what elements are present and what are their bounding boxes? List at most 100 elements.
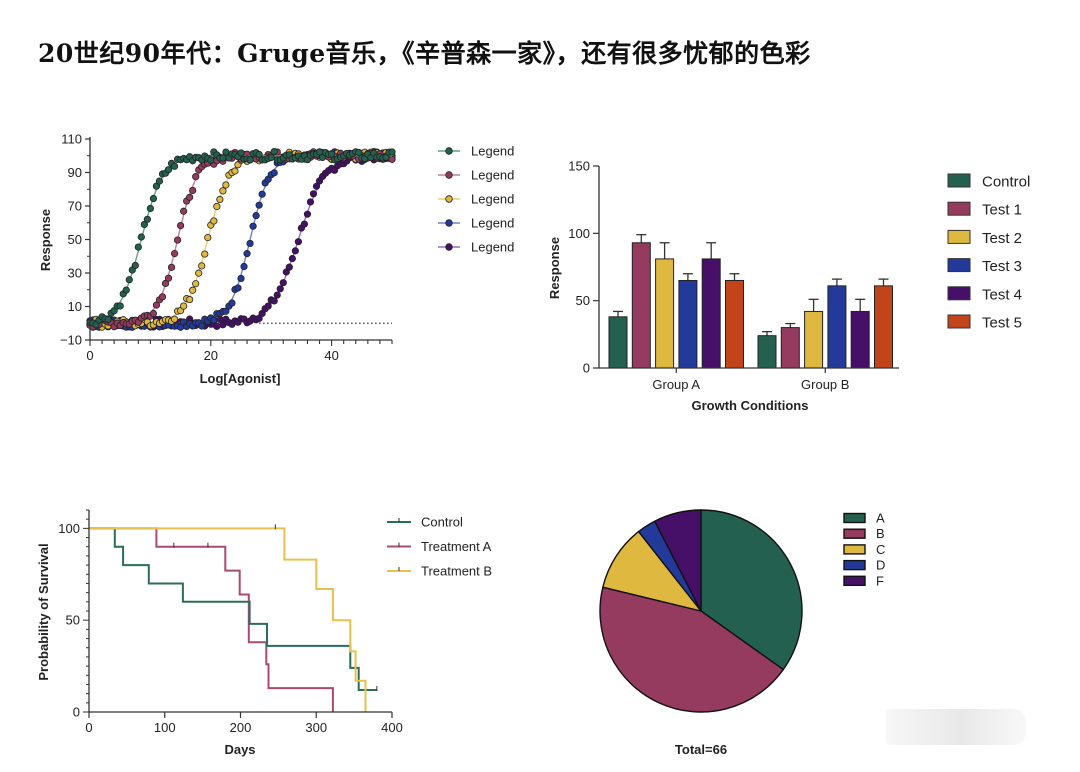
pie-legend-label: F xyxy=(876,573,884,588)
survival-axes: 100 50 00 100 200 300 400 xyxy=(58,509,403,735)
grouped-bar-x-axis-label: Growth Conditions xyxy=(692,398,809,413)
dose-response-point xyxy=(270,147,278,156)
grouped-bar-legend-swatch xyxy=(947,173,971,188)
pie-total-label: Total=66 xyxy=(675,742,727,757)
dose-response-point xyxy=(249,222,257,230)
dose-response-point xyxy=(134,243,142,251)
dose-response-point xyxy=(219,321,227,329)
grouped-bar-legend-label: Test 2 xyxy=(982,230,1022,247)
dose-response-axes: 110 90 70 50 30 10 −10 0 20 40 xyxy=(60,132,393,363)
dose-response-point xyxy=(198,322,206,330)
survival-step-line xyxy=(89,527,377,691)
dose-response-point xyxy=(177,222,185,230)
grouped-bar-category-label: Group B xyxy=(801,377,849,392)
dose-response-y-tick-label: 30 xyxy=(68,266,82,281)
dose-response-point xyxy=(306,198,315,206)
pie-slice xyxy=(602,530,702,612)
dose-response-point xyxy=(204,233,212,242)
dose-response-point xyxy=(279,279,287,287)
dose-response-point xyxy=(116,302,124,310)
pie-legend-label: C xyxy=(876,542,885,557)
survival-x-tick-label: 300 xyxy=(305,720,327,735)
dose-response-point xyxy=(173,236,182,244)
dose-response-point xyxy=(285,263,293,271)
pie-legend-swatch xyxy=(843,528,866,539)
dose-response-point xyxy=(270,169,278,177)
dose-response-point xyxy=(228,299,236,307)
dose-response-point xyxy=(164,274,173,282)
grouped-bar-legend-swatch xyxy=(947,314,971,329)
dose-response-point xyxy=(237,149,245,157)
dose-response-x-axis-label: Log[Agonist] xyxy=(200,371,281,386)
dose-response-point xyxy=(309,190,318,198)
survival-legend: Control Treatment A Treatment B xyxy=(387,515,492,579)
dose-response-point xyxy=(146,204,154,213)
dose-response-point xyxy=(170,250,179,258)
dose-response-point xyxy=(240,262,248,271)
grouped-bar-legend-label: Test 5 xyxy=(982,315,1022,332)
grouped-bar-legend-swatch xyxy=(947,201,971,216)
dose-response-point xyxy=(137,233,145,241)
grouped-bar-legend-label: Control xyxy=(982,174,1030,191)
grouped-bar-legend-label: Test 4 xyxy=(982,286,1022,303)
dose-response-point xyxy=(246,239,254,248)
grouped-bar-plot-area xyxy=(608,234,893,369)
dose-response-legend-label: Legend xyxy=(471,168,514,183)
dose-response-point xyxy=(273,291,281,299)
dose-response-point xyxy=(291,247,299,255)
survival-plot-area xyxy=(89,524,378,712)
dose-response-point xyxy=(180,302,188,310)
dose-response-point xyxy=(167,263,176,271)
watermark-blur xyxy=(886,709,1026,745)
dose-response-point xyxy=(312,182,321,190)
dose-response-legend-label: Legend xyxy=(471,144,514,159)
dose-response-point xyxy=(288,254,296,263)
dose-response-point xyxy=(252,212,260,220)
pie-legend-label: A xyxy=(876,511,885,526)
dose-response-point xyxy=(222,181,230,189)
page-title: 20世纪90年代：Gruge音乐，《辛普森一家》，还有很多忧郁的色彩 xyxy=(38,39,811,68)
dose-response-point xyxy=(164,166,173,174)
dose-response-point xyxy=(152,301,161,309)
dose-response-y-tick-label: 50 xyxy=(68,232,82,247)
grouped-bar-legend-swatch xyxy=(947,286,971,301)
dose-response-x-tick-label: 0 xyxy=(86,348,93,363)
survival-step-line xyxy=(89,527,367,712)
dose-response-point xyxy=(170,162,179,170)
dose-response-point xyxy=(192,280,200,288)
survival-x-tick-label: 100 xyxy=(154,720,176,735)
dose-response-point xyxy=(213,202,221,211)
dose-response-x-tick-label: 20 xyxy=(204,348,218,363)
survival-step-line xyxy=(89,527,334,712)
survival-y-tick-label: 50 xyxy=(66,613,80,628)
dose-response-point xyxy=(231,167,239,175)
dose-response-point xyxy=(125,276,133,284)
pie-legend-swatch xyxy=(843,512,866,524)
dose-response-point xyxy=(180,207,188,215)
dose-response-point xyxy=(143,215,151,223)
survival-x-tick-label: 400 xyxy=(381,720,403,735)
grouped-bar-legend: Control Test 1 Test 2 Test 3 Test 4 Test 5 xyxy=(947,173,1030,332)
survival-y-tick-label: 0 xyxy=(73,705,80,720)
pie-legend-label: D xyxy=(876,558,885,573)
dose-response-point xyxy=(264,302,272,310)
dose-response-y-tick-label: 110 xyxy=(61,132,82,147)
dose-response-point xyxy=(243,250,251,258)
dose-response-point xyxy=(355,148,363,157)
pie-slice xyxy=(654,509,702,612)
dose-response-point xyxy=(388,148,396,156)
grouped-bar-legend-label: Test 1 xyxy=(982,202,1022,219)
dose-response-point xyxy=(216,195,224,204)
dose-response-legend-marker xyxy=(445,243,453,251)
dose-response-legend-marker xyxy=(445,171,453,179)
grouped-bar-category-label: Group A xyxy=(652,377,700,392)
survival-x-tick-label: 0 xyxy=(85,720,92,735)
dose-response-point xyxy=(234,284,242,292)
grouped-bar-y-tick-label: 0 xyxy=(583,361,590,376)
dose-response-legend: Legend Legend Legend Legend Legend xyxy=(438,144,514,255)
dose-response-point xyxy=(158,293,167,301)
